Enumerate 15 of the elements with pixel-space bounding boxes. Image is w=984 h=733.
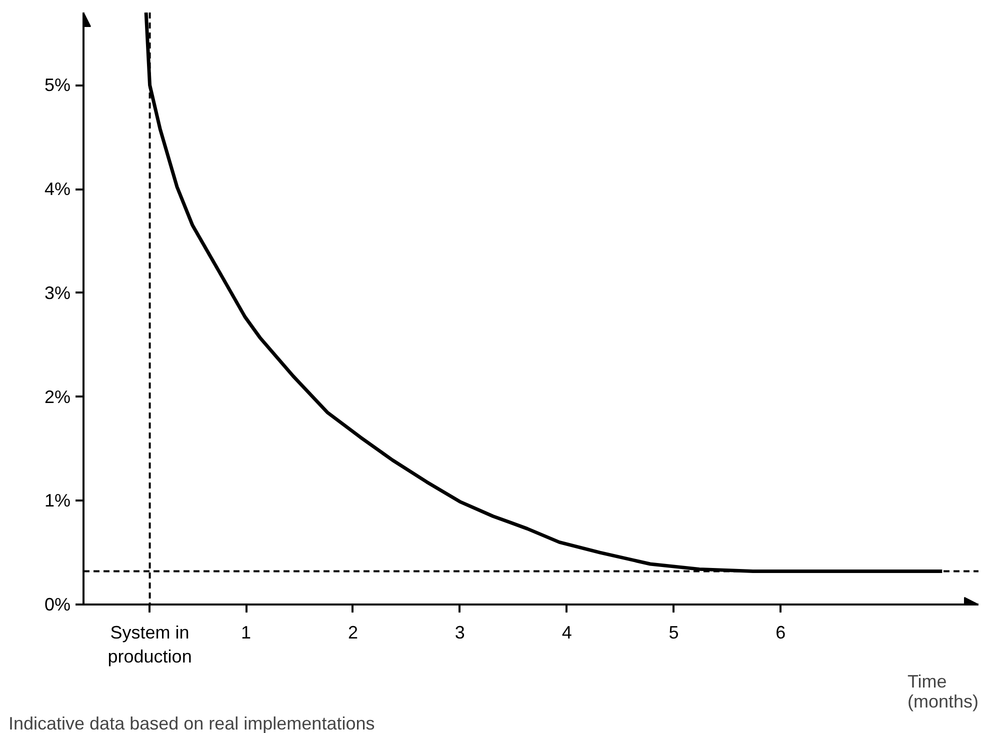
y-tick-label: 4% <box>44 179 70 200</box>
y-tick-label: 0% <box>44 594 70 614</box>
x-tick-label: System in production <box>108 622 192 666</box>
x-tick-label: 6 <box>776 622 786 642</box>
x-tick-label: 2 <box>348 622 358 642</box>
x-tick-label: 5 <box>668 622 679 642</box>
x-tick-label: 1 <box>241 622 252 642</box>
text: Indicative data based on real implementations <box>8 714 375 733</box>
y-tick-label: 2% <box>44 386 70 407</box>
x-axis-title: Time (months) <box>907 672 978 712</box>
y-tick-label: 3% <box>44 282 70 303</box>
y-tick-label: 5% <box>44 75 70 96</box>
x-tick-label: 3 <box>454 622 465 642</box>
y-tick-label: 1% <box>44 490 70 511</box>
x-tick-label: 4 <box>562 622 572 642</box>
